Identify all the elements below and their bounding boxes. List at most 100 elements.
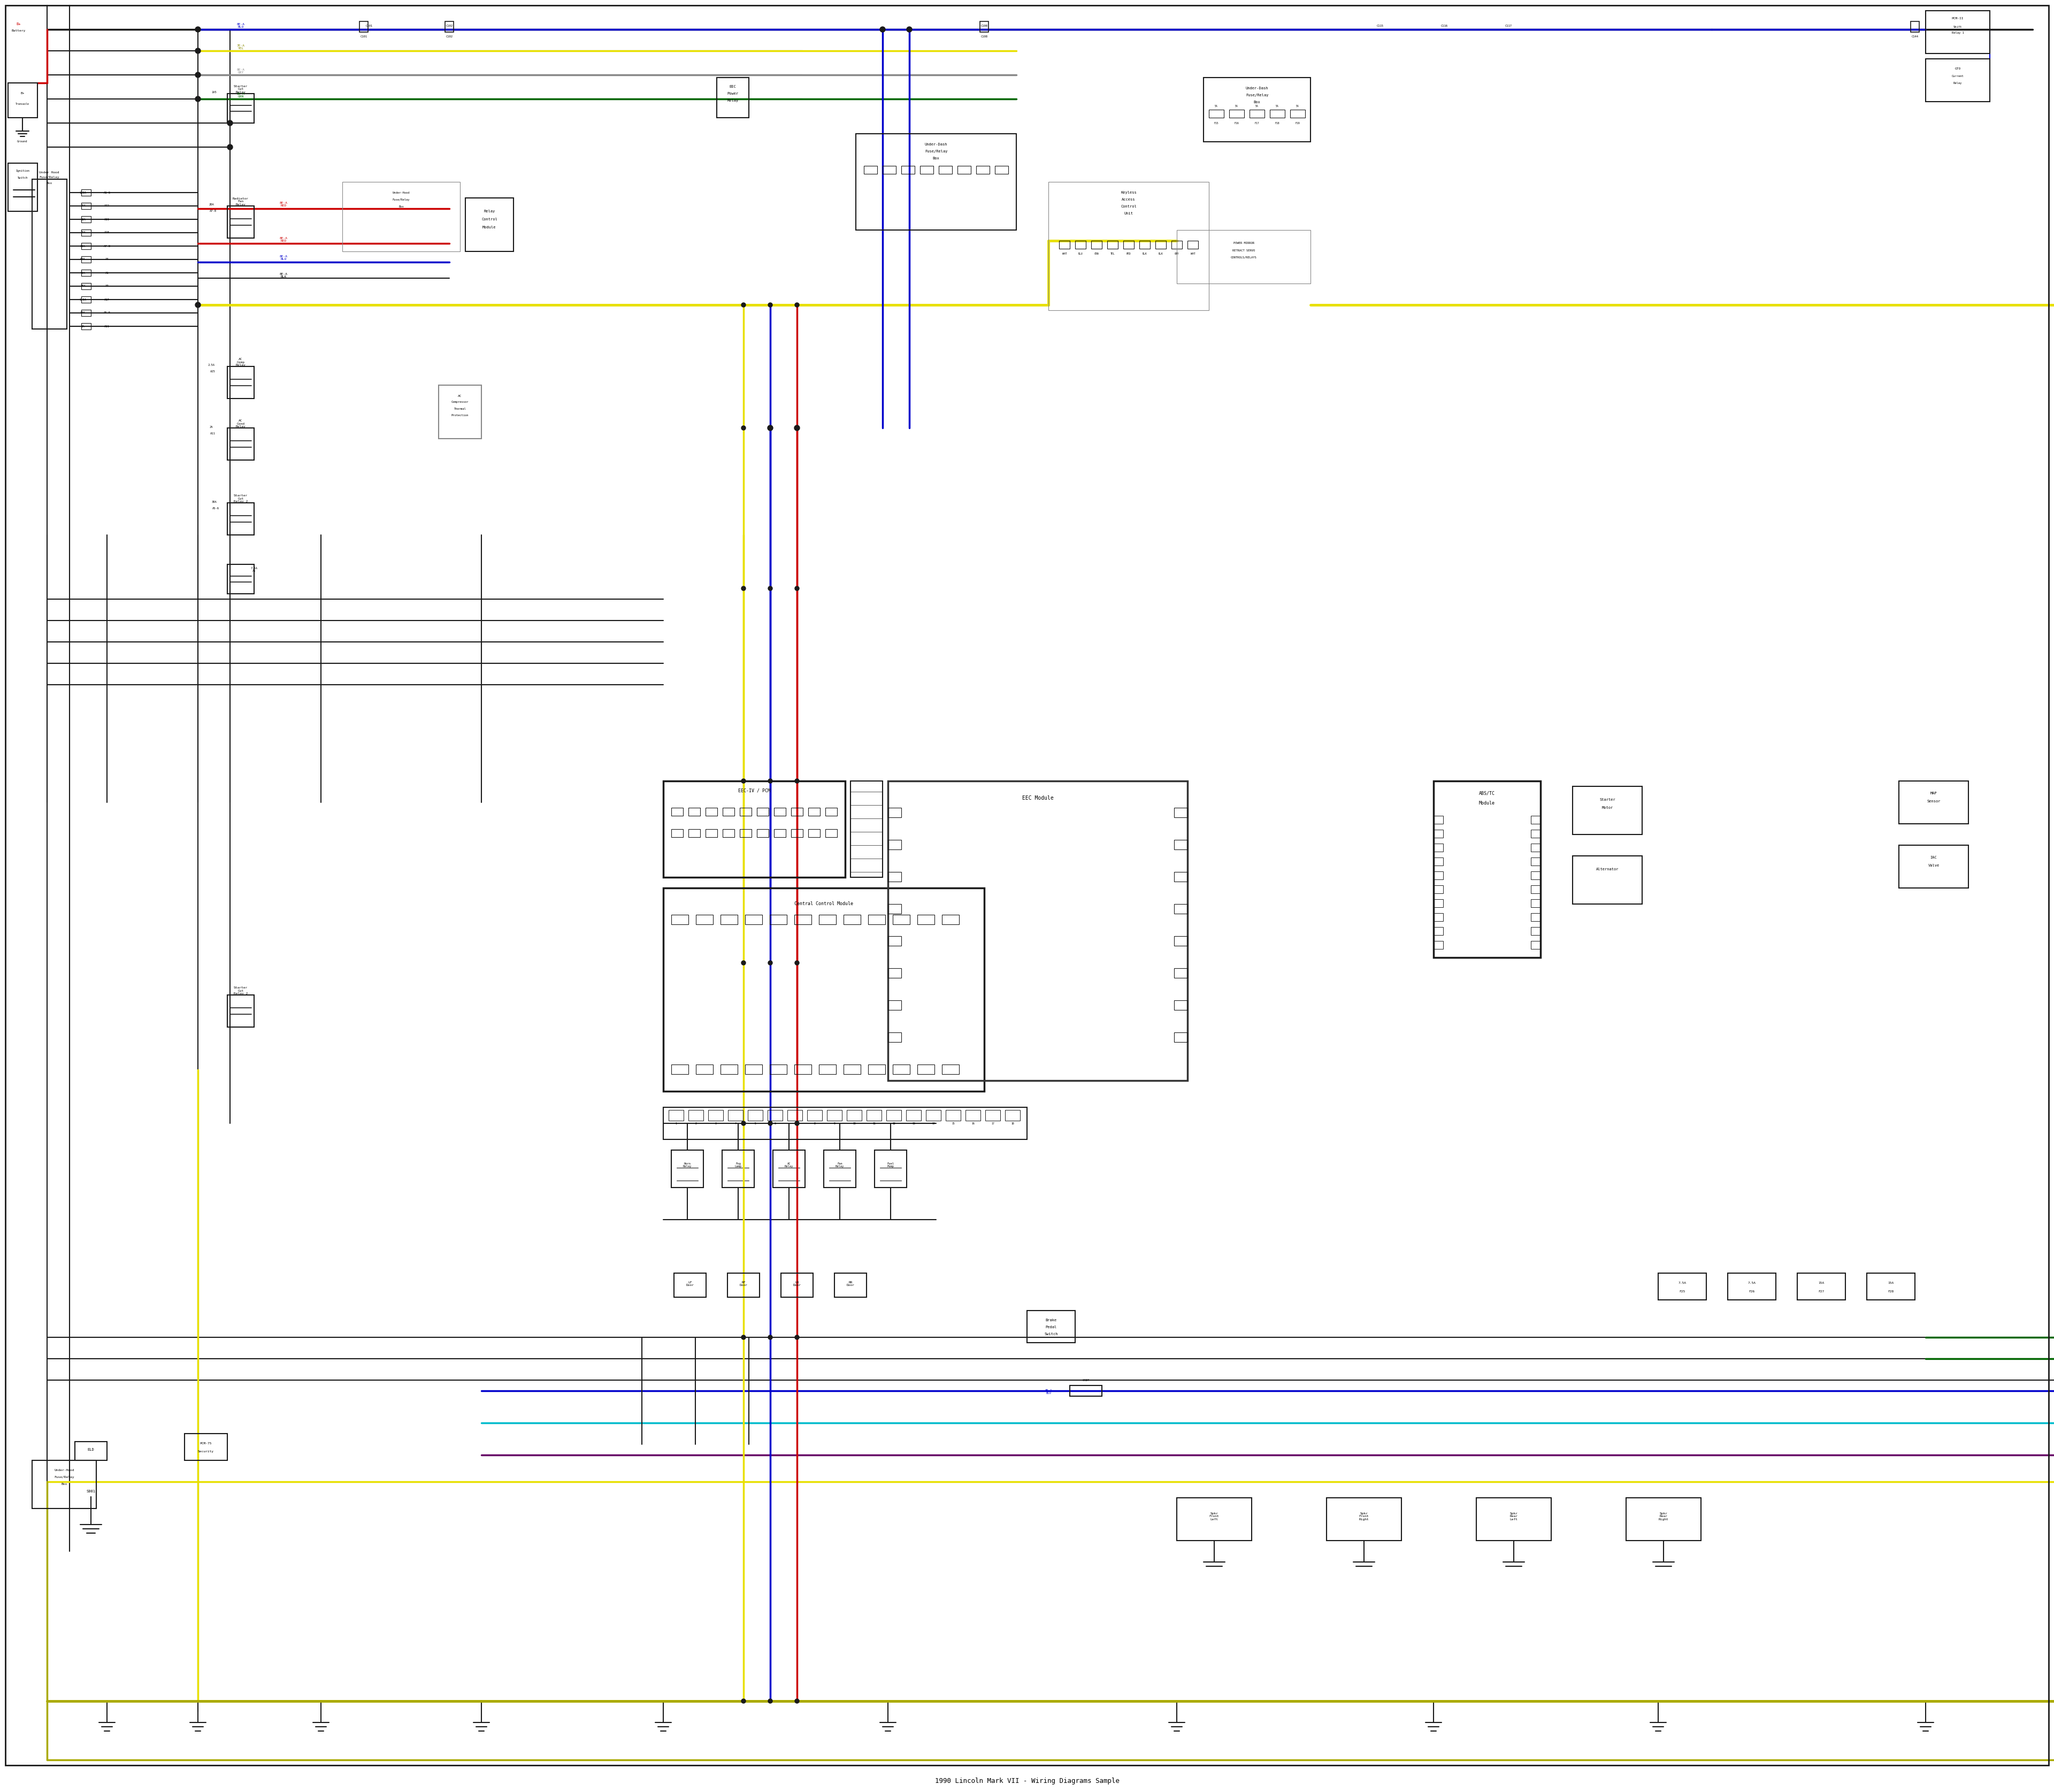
Bar [739, 830, 752, 837]
Bar [1530, 830, 1540, 837]
Text: Starter
Cut
Relay 2: Starter Cut Relay 2 [234, 986, 249, 995]
Circle shape [741, 1122, 746, 1125]
Bar [1434, 900, 1444, 907]
Bar [807, 808, 820, 815]
Text: Access: Access [1121, 197, 1136, 201]
Bar [1269, 109, 1286, 118]
Bar [957, 167, 972, 174]
Bar [1627, 1498, 1701, 1541]
Text: POWER MIRROR: POWER MIRROR [1232, 242, 1255, 246]
Bar [1927, 59, 1990, 102]
Text: Relay 1: Relay 1 [1951, 32, 1964, 34]
Bar [1204, 77, 1310, 142]
Bar [834, 1272, 867, 1297]
Bar [756, 830, 768, 837]
Text: GRY: GRY [1175, 253, 1179, 256]
Bar [774, 808, 787, 815]
Text: Under-Dash: Under-Dash [924, 143, 947, 145]
Bar [1434, 926, 1444, 935]
Bar [869, 914, 885, 925]
Bar [943, 1064, 959, 1073]
Bar [844, 1064, 861, 1073]
Bar [663, 781, 844, 878]
Bar [33, 1460, 97, 1509]
Bar [887, 903, 902, 914]
Bar [857, 134, 1017, 229]
Bar [1434, 914, 1444, 921]
Circle shape [741, 1335, 746, 1339]
Bar [774, 830, 787, 837]
Text: RR
Door: RR Door [846, 1281, 854, 1287]
Text: 30A: 30A [212, 500, 216, 504]
Text: Thermal: Thermal [454, 407, 466, 410]
Text: Module: Module [1479, 801, 1495, 806]
Circle shape [906, 27, 912, 32]
Bar [1867, 1272, 1914, 1299]
Text: LR
Door: LR Door [793, 1281, 801, 1287]
Bar [1091, 240, 1101, 249]
Text: 5A: 5A [1276, 104, 1280, 108]
Circle shape [768, 780, 772, 783]
Text: 15A: 15A [1818, 1281, 1824, 1285]
Text: Under Hood: Under Hood [39, 170, 60, 174]
Bar [228, 93, 255, 124]
Bar [1210, 109, 1224, 118]
Text: 7.5A: 7.5A [1678, 1281, 1686, 1285]
Bar [1477, 1498, 1551, 1541]
Text: 2.5A: 2.5A [207, 364, 216, 367]
Text: C102: C102 [446, 36, 452, 38]
Text: 18: 18 [1011, 1122, 1015, 1125]
Text: Alternator: Alternator [1596, 867, 1619, 871]
Text: BLU: BLU [1078, 253, 1082, 256]
Bar [688, 830, 700, 837]
Circle shape [879, 27, 885, 32]
Circle shape [795, 303, 799, 306]
Bar [705, 808, 717, 815]
Text: C117: C117 [1506, 25, 1512, 27]
Text: Relay: Relay [485, 210, 495, 213]
Bar [887, 781, 1187, 1081]
Text: F27: F27 [1818, 1290, 1824, 1294]
Text: 2A: 2A [210, 425, 214, 428]
Bar [1327, 1498, 1401, 1541]
Bar [820, 914, 836, 925]
Bar [1898, 781, 1968, 824]
Bar [1530, 885, 1540, 894]
Text: Fuse/Relay: Fuse/Relay [924, 151, 947, 152]
Text: ABS/TC: ABS/TC [1479, 790, 1495, 796]
Bar [939, 167, 953, 174]
Bar [1658, 1272, 1707, 1299]
Text: 14: 14 [933, 1122, 935, 1125]
Text: Under-Hood: Under-Hood [392, 192, 411, 194]
Text: A1-6: A1-6 [103, 192, 111, 194]
Bar [887, 873, 902, 882]
Text: A3: A3 [105, 258, 109, 262]
Text: RED: RED [1126, 253, 1132, 256]
Bar [826, 808, 838, 815]
Text: C116: C116 [1440, 25, 1448, 27]
Bar [670, 1109, 684, 1120]
Text: Central Control Module: Central Control Module [795, 901, 852, 907]
Text: Ignition: Ignition [16, 170, 29, 172]
Text: AC: AC [458, 394, 462, 398]
Text: IAC: IAC [1931, 857, 1937, 858]
Text: Fuse/Relay: Fuse/Relay [39, 176, 60, 179]
Text: Sensor: Sensor [1927, 799, 1941, 803]
Text: C108: C108 [980, 25, 988, 27]
Bar [709, 1109, 723, 1120]
Text: Spkr
Front
Right: Spkr Front Right [1360, 1512, 1370, 1521]
Bar [663, 889, 984, 1091]
Text: WHT: WHT [1191, 253, 1195, 256]
Bar [846, 1109, 863, 1120]
Text: Fuse/Relay: Fuse/Relay [53, 1475, 74, 1478]
Bar [770, 914, 787, 925]
Bar [770, 1064, 787, 1073]
Circle shape [795, 426, 799, 430]
Circle shape [795, 961, 799, 966]
Bar [994, 167, 1009, 174]
Bar [976, 167, 990, 174]
Bar [343, 181, 460, 251]
Bar [918, 1064, 935, 1073]
Bar [1434, 781, 1540, 957]
Circle shape [795, 425, 799, 430]
